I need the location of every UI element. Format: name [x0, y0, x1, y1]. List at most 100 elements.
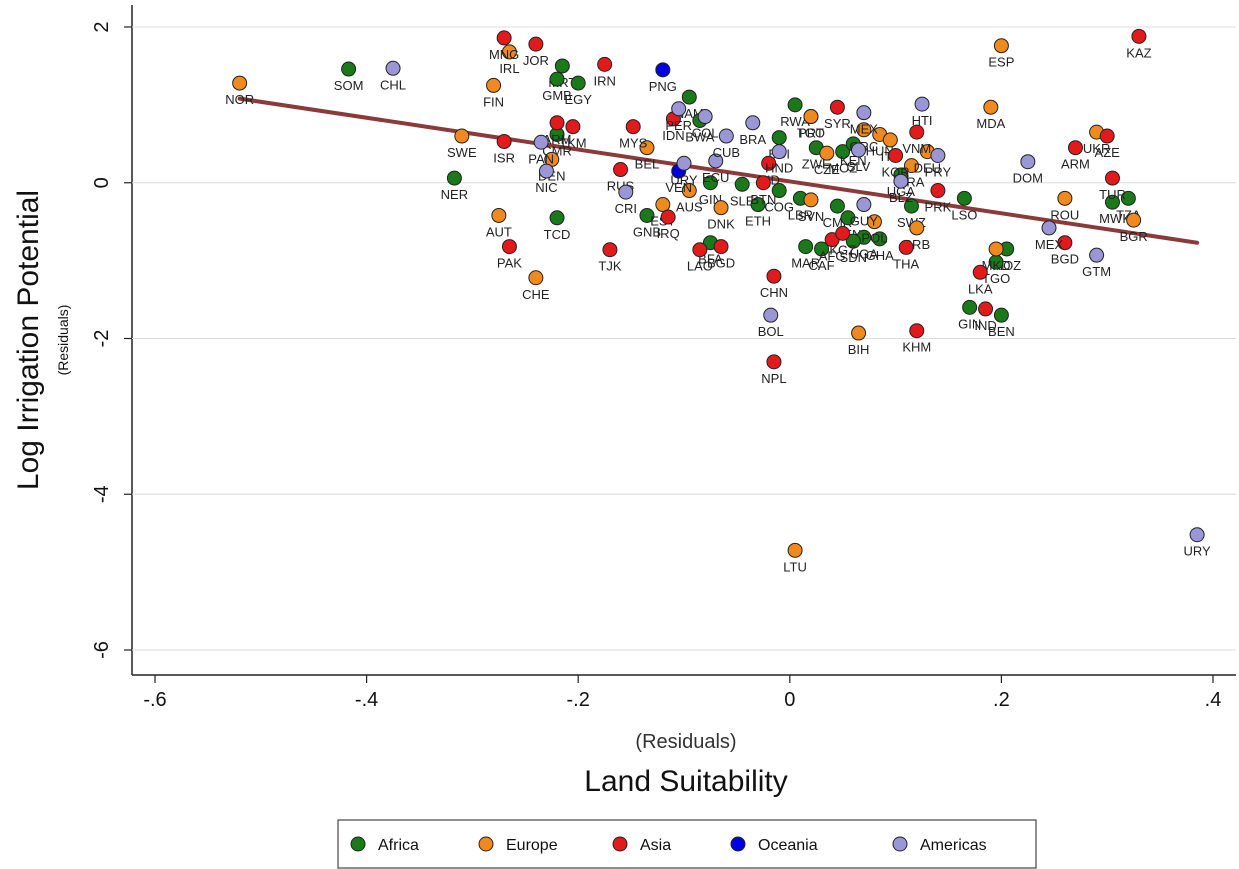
data-point: [697, 109, 713, 125]
data-point: [983, 99, 999, 115]
data-point: [713, 239, 729, 255]
data-point: [496, 133, 512, 149]
data-point: [1131, 28, 1147, 44]
point-label: BGD: [707, 256, 735, 271]
point-label: CRI: [615, 201, 637, 216]
data-point: [655, 62, 671, 78]
data-point: [618, 184, 634, 200]
data-point: [851, 325, 867, 341]
point-label: NER: [441, 187, 468, 202]
point-label: PAK: [497, 256, 522, 271]
data-point: [962, 299, 978, 315]
point-label: ZWE: [802, 157, 831, 172]
data-point: [639, 207, 655, 223]
point-label: DOM: [1013, 171, 1043, 186]
point-label: GTM: [1082, 264, 1111, 279]
data-point: [856, 105, 872, 121]
point-label: RWA: [780, 114, 810, 129]
data-point: [533, 134, 549, 150]
point-label: BGD: [1051, 252, 1079, 267]
legend-marker: [350, 836, 366, 852]
point-label: KAZ: [1126, 45, 1151, 60]
point-label: HND: [765, 161, 793, 176]
data-point: [232, 75, 248, 91]
data-point: [972, 264, 988, 280]
data-point: [988, 241, 1004, 257]
point-label: BGR: [1120, 229, 1148, 244]
point-label: SWE: [447, 145, 477, 160]
point-label: KHM: [902, 340, 931, 355]
point-label: LAO: [687, 259, 713, 274]
data-point: [1020, 154, 1036, 170]
data-point: [549, 210, 565, 226]
point-label: HTI: [912, 113, 933, 128]
point-label: MKD: [982, 258, 1011, 273]
point-label: GMB: [542, 88, 572, 103]
point-label: PRK: [925, 200, 952, 215]
data-point: [1120, 190, 1136, 206]
data-point: [549, 115, 565, 131]
point-label: BEL: [635, 157, 660, 172]
legend-marker: [730, 836, 746, 852]
data-point: [681, 89, 697, 105]
data-point: [829, 198, 845, 214]
data-point: [851, 142, 867, 158]
data-point: [866, 214, 882, 230]
data-point: [528, 36, 544, 52]
data-point: [750, 197, 766, 213]
data-point: [501, 44, 517, 60]
legend-marker: [612, 836, 628, 852]
point-label: IND: [974, 318, 996, 333]
point-label: CAF: [809, 258, 835, 273]
data-point: [597, 56, 613, 72]
data-point: [639, 140, 655, 156]
data-point: [565, 119, 581, 135]
data-point: [872, 231, 888, 247]
data-point: [1104, 194, 1120, 210]
data-point: [909, 124, 925, 140]
data-point: [835, 144, 851, 160]
fit-line: [237, 96, 1200, 245]
point-label: VNM: [902, 141, 931, 156]
point-label: IRN: [593, 73, 615, 88]
data-point: [1189, 527, 1205, 543]
point-label: BEN: [988, 324, 1015, 339]
point-label: COG: [764, 200, 794, 215]
data-point: [1067, 140, 1083, 156]
data-point: [882, 132, 898, 148]
point-label: MEX: [1035, 237, 1064, 252]
point-label: DEU: [914, 161, 941, 176]
data-point: [755, 175, 771, 191]
data-point: [501, 239, 517, 255]
point-label: UGA: [850, 246, 879, 261]
point-label: KGZ: [829, 242, 856, 257]
point-label: PNG: [649, 79, 677, 94]
point-label: DNK: [707, 217, 735, 232]
point-label: NIC: [535, 180, 557, 195]
data-point: [713, 200, 729, 216]
data-point: [819, 145, 835, 161]
point-label: GHA: [866, 248, 895, 263]
data-point: [1089, 247, 1105, 263]
data-point: [930, 147, 946, 163]
axis-ticks: 2 0 -2 -4 -6 -.6 -.4 -.2 0 .2 .4: [91, 21, 1221, 711]
point-label: MYS: [619, 136, 648, 151]
legend-label: Europe: [506, 837, 558, 854]
point-label: CUB: [713, 145, 740, 160]
x-tick-label: -.6: [143, 689, 166, 711]
data-point: [486, 77, 502, 93]
data-point: [898, 239, 914, 255]
data-point: [708, 153, 724, 169]
data-point: [829, 99, 845, 115]
data-point: [845, 233, 861, 249]
x-tick-label: .2: [993, 689, 1010, 711]
point-label: BWA: [685, 129, 714, 144]
data-point: [763, 307, 779, 323]
data-point: [681, 183, 697, 199]
data-point: [888, 147, 904, 163]
data-point: [956, 190, 972, 206]
data-point: [554, 58, 570, 74]
data-point: [803, 109, 819, 125]
data-point: [766, 354, 782, 370]
